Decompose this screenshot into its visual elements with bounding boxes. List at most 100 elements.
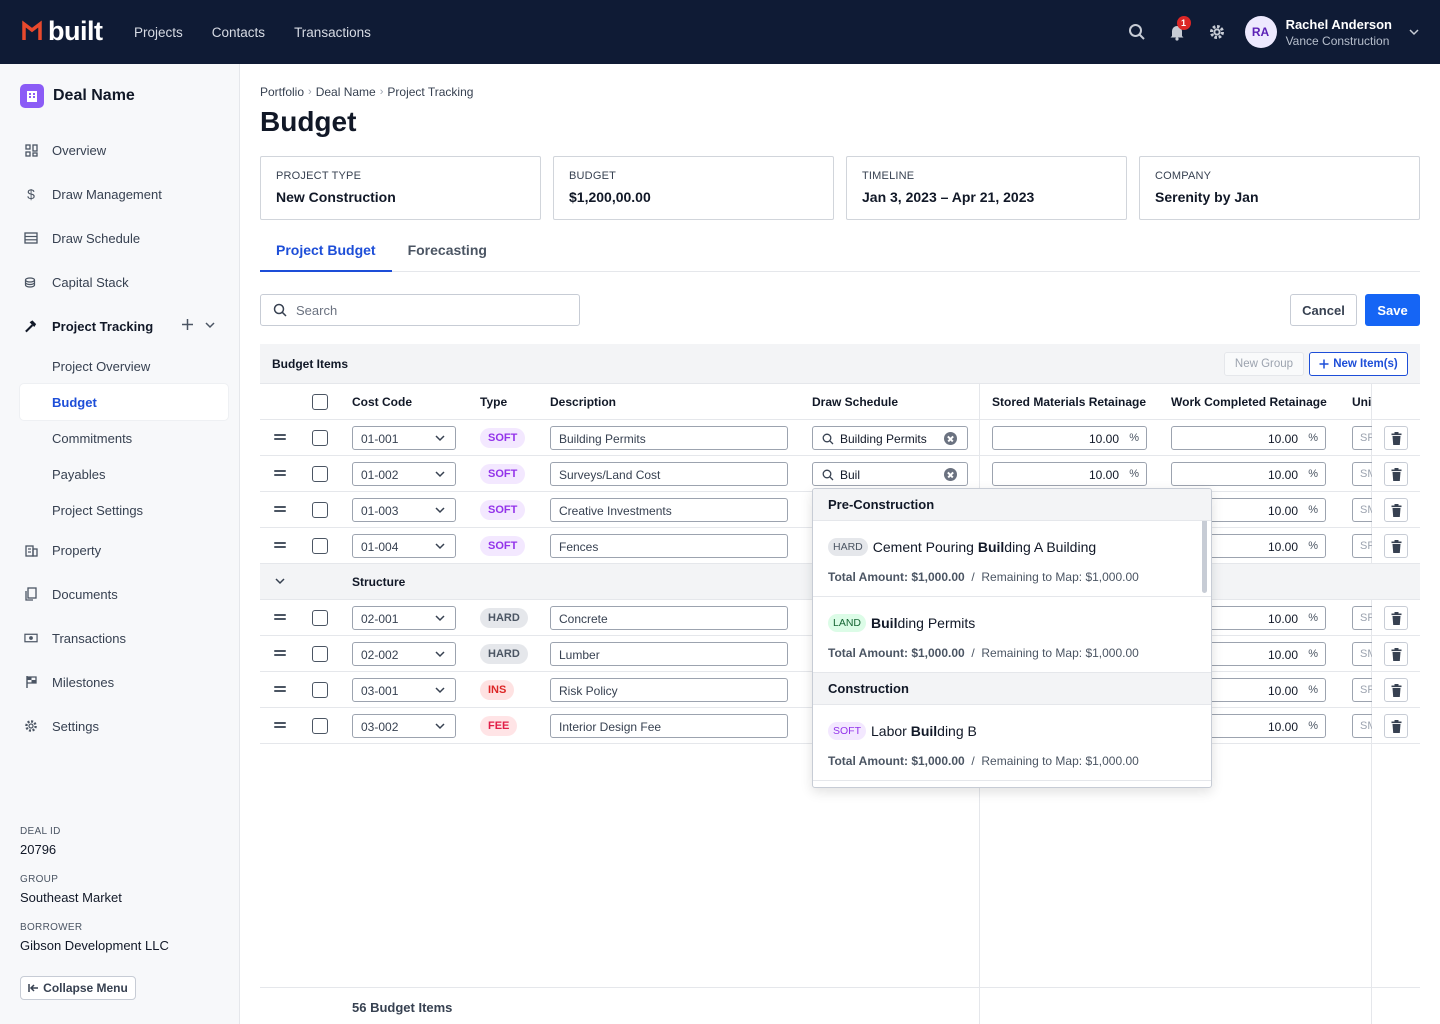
sidebar-subitem-commitments[interactable]: Commitments bbox=[52, 430, 133, 446]
description-input[interactable]: Concrete bbox=[550, 606, 788, 630]
dropdown-option[interactable]: LAND Building Permits Total Amount: $1,0… bbox=[813, 597, 1211, 673]
stored-materials-retainage-input[interactable]: 10.00% bbox=[992, 426, 1147, 450]
unit-select[interactable]: SF bbox=[1352, 426, 1372, 450]
unit-select[interactable]: SF bbox=[1352, 534, 1372, 558]
cost-code-select[interactable]: 01-003 bbox=[352, 498, 456, 522]
collapse-menu-button[interactable]: Collapse Menu bbox=[20, 976, 136, 1000]
drag-handle-icon[interactable] bbox=[274, 650, 286, 658]
sidebar-item-project-tracking[interactable]: Project Tracking bbox=[20, 304, 228, 348]
delete-row-button[interactable] bbox=[1384, 534, 1408, 558]
draw-schedule-input[interactable]: Buil bbox=[812, 462, 968, 486]
drag-handle-icon[interactable] bbox=[274, 614, 286, 622]
save-button[interactable]: Save bbox=[1365, 294, 1420, 326]
delete-row-button[interactable] bbox=[1384, 642, 1408, 666]
description-input[interactable]: Risk Policy bbox=[550, 678, 788, 702]
cost-code-select[interactable]: 02-001 bbox=[352, 606, 456, 630]
drag-handle-icon[interactable] bbox=[274, 470, 286, 478]
plus-icon[interactable] bbox=[181, 318, 194, 331]
tab-project-budget[interactable]: Project Budget bbox=[260, 234, 392, 272]
column-header-work-completed-retainage[interactable]: Work Completed Retainage bbox=[1171, 395, 1327, 409]
column-header-cost-code[interactable]: Cost Code bbox=[352, 395, 412, 409]
work-completed-retainage-input[interactable]: 10.00% bbox=[1171, 426, 1326, 450]
work-completed-retainage-input[interactable]: 10.00% bbox=[1171, 714, 1326, 738]
unit-select[interactable]: SF bbox=[1352, 678, 1372, 702]
sidebar-item-milestones[interactable]: Milestones bbox=[20, 660, 228, 704]
column-header-stored-materials-retainage[interactable]: Stored Materials Retainage bbox=[992, 395, 1147, 409]
cost-code-select[interactable]: 01-004 bbox=[352, 534, 456, 558]
description-input[interactable]: Building Permits bbox=[550, 426, 788, 450]
work-completed-retainage-input[interactable]: 10.00% bbox=[1171, 606, 1326, 630]
delete-row-button[interactable] bbox=[1384, 606, 1408, 630]
row-checkbox[interactable] bbox=[312, 466, 328, 482]
row-checkbox[interactable] bbox=[312, 646, 328, 662]
row-checkbox[interactable] bbox=[312, 682, 328, 698]
top-nav-projects[interactable]: Projects bbox=[134, 24, 183, 40]
unit-select[interactable]: SM bbox=[1352, 498, 1372, 522]
sidebar-item-capital-stack[interactable]: Capital Stack bbox=[20, 260, 228, 304]
user-info[interactable]: Rachel Anderson Vance Construction bbox=[1286, 17, 1392, 48]
row-checkbox[interactable] bbox=[312, 718, 328, 734]
deal-header[interactable]: Deal Name bbox=[20, 84, 135, 108]
cost-code-select[interactable]: 01-002 bbox=[352, 462, 456, 486]
cost-code-select[interactable]: 02-002 bbox=[352, 642, 456, 666]
delete-row-button[interactable] bbox=[1384, 678, 1408, 702]
tab-forecasting[interactable]: Forecasting bbox=[407, 242, 487, 258]
sidebar-subitem-project-overview[interactable]: Project Overview bbox=[52, 358, 151, 374]
sidebar-item-draw-schedule[interactable]: Draw Schedule bbox=[20, 216, 228, 260]
work-completed-retainage-input[interactable]: 10.00% bbox=[1171, 498, 1326, 522]
sidebar-item-settings[interactable]: Settings bbox=[20, 704, 228, 748]
breadcrumb-project-tracking[interactable]: Project Tracking bbox=[387, 85, 474, 99]
delete-row-button[interactable] bbox=[1384, 498, 1408, 522]
clear-icon[interactable] bbox=[944, 432, 957, 445]
cost-code-select[interactable]: 03-002 bbox=[352, 714, 456, 738]
drag-handle-icon[interactable] bbox=[274, 722, 286, 730]
top-nav-contacts[interactable]: Contacts bbox=[211, 24, 266, 40]
chevron-down-icon[interactable] bbox=[274, 576, 286, 586]
breadcrumb-deal-name[interactable]: Deal Name bbox=[315, 85, 376, 99]
drag-handle-icon[interactable] bbox=[274, 434, 286, 442]
new-group-button[interactable]: New Group bbox=[1224, 352, 1304, 376]
draw-schedule-input[interactable]: Building Permits bbox=[812, 426, 968, 450]
sidebar-item-transactions[interactable]: Transactions bbox=[20, 616, 228, 660]
row-checkbox[interactable] bbox=[312, 538, 328, 554]
breadcrumb-portfolio[interactable]: Portfolio bbox=[260, 85, 305, 99]
sidebar-item-draw-management[interactable]: $ Draw Management bbox=[20, 172, 228, 216]
sidebar-subitem-project-settings[interactable]: Project Settings bbox=[52, 502, 144, 518]
chevron-down-icon[interactable] bbox=[204, 318, 216, 331]
search-icon[interactable] bbox=[1125, 20, 1149, 44]
unit-select[interactable]: SM bbox=[1352, 642, 1372, 666]
column-header-type[interactable]: Type bbox=[480, 395, 508, 409]
work-completed-retainage-input[interactable]: 10.00% bbox=[1171, 534, 1326, 558]
column-header-unit[interactable]: Uni bbox=[1352, 395, 1371, 409]
work-completed-retainage-input[interactable]: 10.00% bbox=[1171, 462, 1326, 486]
description-input[interactable]: Creative Investments bbox=[550, 498, 788, 522]
description-input[interactable]: Interior Design Fee bbox=[550, 714, 788, 738]
top-nav-transactions[interactable]: Transactions bbox=[294, 24, 371, 40]
description-input[interactable]: Surveys/Land Cost bbox=[550, 462, 788, 486]
delete-row-button[interactable] bbox=[1384, 426, 1408, 450]
new-items-button[interactable]: New Item(s) bbox=[1309, 352, 1408, 376]
delete-row-button[interactable] bbox=[1384, 462, 1408, 486]
dropdown-option[interactable]: HARD Cement Pouring Building A Building … bbox=[813, 521, 1211, 597]
unit-select[interactable]: SF bbox=[1352, 606, 1372, 630]
sidebar-subitem-budget[interactable]: Budget bbox=[20, 384, 228, 420]
chevron-down-icon[interactable] bbox=[1408, 26, 1420, 38]
dropdown-scrollbar[interactable] bbox=[1202, 493, 1207, 593]
sidebar-item-property[interactable]: Property bbox=[20, 528, 228, 572]
bell-icon[interactable]: 1 bbox=[1165, 16, 1191, 44]
column-header-description[interactable]: Description bbox=[550, 395, 617, 409]
sidebar-item-overview[interactable]: Overview bbox=[20, 128, 228, 172]
sidebar-item-documents[interactable]: Documents bbox=[20, 572, 228, 616]
built-logo[interactable]: built bbox=[22, 18, 103, 45]
avatar[interactable]: RA bbox=[1244, 16, 1277, 48]
cost-code-select[interactable]: 03-001 bbox=[352, 678, 456, 702]
drag-handle-icon[interactable] bbox=[274, 542, 286, 550]
unit-select[interactable]: SM bbox=[1352, 714, 1372, 738]
sidebar-subitem-payables[interactable]: Payables bbox=[52, 466, 106, 482]
column-header-draw-schedule[interactable]: Draw Schedule bbox=[812, 395, 899, 409]
stored-materials-retainage-input[interactable]: 10.00% bbox=[992, 462, 1147, 486]
clear-icon[interactable] bbox=[944, 468, 957, 481]
dropdown-option[interactable]: SOFT Labor Building B Total Amount: $1,0… bbox=[813, 705, 1211, 781]
description-input[interactable]: Lumber bbox=[550, 642, 788, 666]
drag-handle-icon[interactable] bbox=[274, 686, 286, 694]
